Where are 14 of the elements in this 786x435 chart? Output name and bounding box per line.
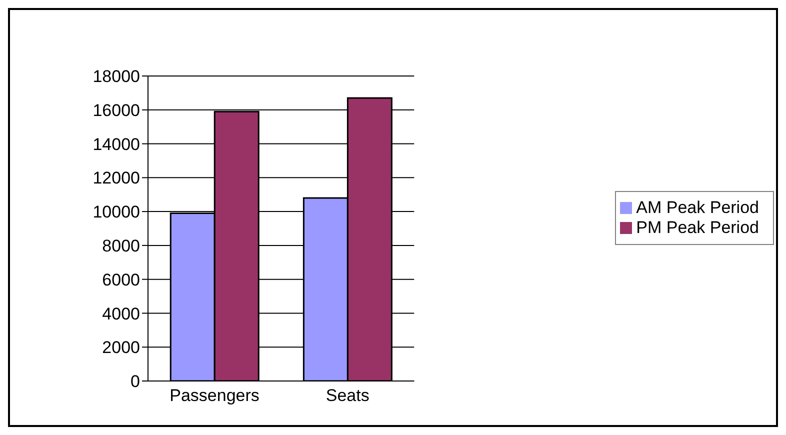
- y-tick-label: 2000: [102, 338, 140, 358]
- y-tick-label: 10000: [92, 202, 140, 222]
- y-tick-label: 4000: [102, 304, 140, 324]
- legend-label: AM Peak Period: [636, 198, 759, 216]
- y-tick-label: 6000: [102, 270, 140, 290]
- x-tick-label: Seats: [326, 386, 370, 406]
- y-tick-label: 8000: [102, 236, 140, 256]
- y-tick-label: 18000: [92, 67, 140, 86]
- y-tick-label: 16000: [92, 100, 140, 120]
- legend-label: PM Peak Period: [636, 218, 759, 236]
- x-tick-label: Passengers: [170, 386, 260, 406]
- y-tick-label: 14000: [92, 134, 140, 154]
- y-tick-label: 0: [130, 372, 140, 392]
- y-tick-label: 12000: [92, 168, 140, 188]
